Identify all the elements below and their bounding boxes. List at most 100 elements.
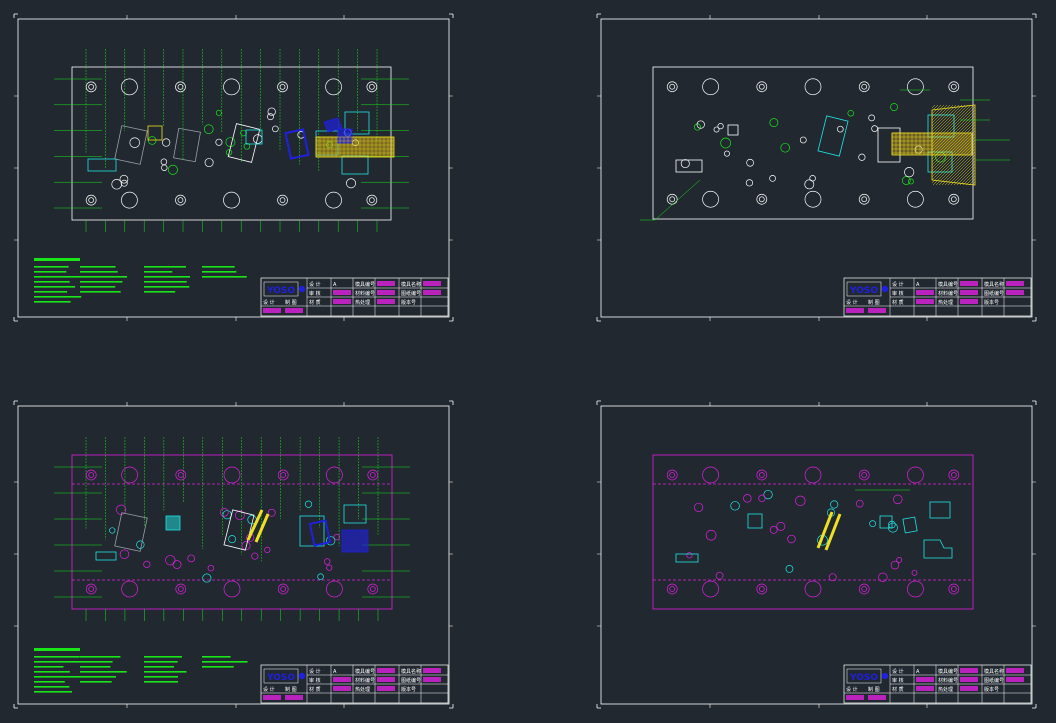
small-hole <box>743 494 752 503</box>
sheet-2-title-block[interactable]: YOSO设 计 A 模具编号 模具名称审 核材料编号 图纸编号设 计制 图材 质热处理版… <box>843 277 1032 317</box>
large-hole <box>804 580 822 598</box>
bolt-hole-inner <box>861 83 868 90</box>
bolt-hole <box>666 583 678 595</box>
sheet-4-title-block[interactable]: YOSO设 计 A 模具编号 模具名称审 核材料编号 图纸编号设 计制 图材 质热处理版… <box>843 664 1032 704</box>
sheet-4-border <box>596 400 1037 709</box>
sheet-3-border <box>13 400 454 709</box>
note-line <box>144 681 179 683</box>
small-hole <box>267 508 276 517</box>
title-cell: 设 计 <box>846 299 858 306</box>
bolt-hole <box>756 469 768 481</box>
bolt-hole-inner <box>861 586 868 592</box>
sheet-3-title-block[interactable]: YOSO设 计 A 模具编号 模具名称审 核材料编号 图纸编号设 计制 图材 质热处理版… <box>260 664 449 704</box>
large-hole <box>702 580 719 598</box>
note-line <box>34 676 81 678</box>
bolt-hole-inner <box>758 472 765 478</box>
drawing-sheet-4[interactable]: YOSO设 计 A 模具编号 模具名称审 核材料编号 图纸编号设 计制 图材 质热处理版… <box>596 400 1037 709</box>
sheet-3-dimension-lines <box>54 437 410 621</box>
small-hole <box>694 502 704 512</box>
bolt-hole <box>858 583 870 595</box>
sheet-3-plate-outline[interactable] <box>71 454 393 610</box>
small-hole <box>241 541 251 551</box>
sheet-1-plate-outline[interactable] <box>71 66 392 221</box>
sheet-4-inserts <box>675 489 953 563</box>
small-hole <box>243 142 251 150</box>
sheet-1-title-block[interactable]: YOSO设 计 A 模具编号 模具名称审 核材料编号 图纸编号设 计制 图材 质热处理版… <box>260 277 449 317</box>
large-hole <box>325 78 342 96</box>
small-hole <box>219 507 229 517</box>
title-cell: A <box>333 282 337 288</box>
title-cell: 热处理 <box>938 299 953 306</box>
small-hole <box>304 500 313 508</box>
bolt-hole <box>85 583 97 595</box>
small-hole <box>207 564 215 572</box>
small-hole <box>161 164 168 171</box>
bolt-hole-inner <box>669 586 676 592</box>
small-hole <box>847 109 854 117</box>
drawing-sheet-3[interactable]: YOSO设 计 A 模具编号 模具名称审 核材料编号 图纸编号设 计制 图材 质热处理版… <box>13 400 454 709</box>
note-line <box>202 276 247 278</box>
note-line <box>34 671 70 673</box>
sheet-2-holes <box>666 78 960 208</box>
title-cell: 审 核 <box>892 290 904 297</box>
sheet-1-holes <box>85 78 378 209</box>
small-hole <box>143 560 151 568</box>
small-hole <box>730 501 740 511</box>
bolt-hole <box>277 469 289 481</box>
drawing-sheet-1[interactable]: YOSO设 计 A 模具编号 模具名称审 核材料编号 图纸编号设 计制 图材 质热处理版… <box>13 13 454 322</box>
title-cell: 设 计 <box>309 281 321 288</box>
large-hole <box>121 466 138 484</box>
company-logo: YOSO <box>266 286 295 296</box>
small-hole <box>908 178 914 185</box>
note-line <box>144 271 173 273</box>
sheet-2-plate-outline[interactable] <box>652 66 974 220</box>
note-line <box>34 666 64 668</box>
note-line <box>202 661 248 663</box>
title-cell: 模具编号 <box>938 668 958 675</box>
bolt-hole-inner <box>861 196 868 203</box>
small-hole <box>147 136 157 145</box>
bolt-hole <box>366 194 378 206</box>
small-hole <box>799 136 807 144</box>
title-cell: 材 质 <box>309 686 321 693</box>
title-cell: 热处理 <box>355 686 370 693</box>
small-hole <box>724 150 730 157</box>
small-hole <box>795 495 806 507</box>
sheet-3-inserts <box>95 504 369 561</box>
title-cell: 版本号 <box>401 686 416 693</box>
small-hole <box>317 573 324 580</box>
small-hole <box>215 109 222 116</box>
bolt-hole-inner <box>369 197 375 203</box>
title-cell: 模具编号 <box>355 281 375 288</box>
title-cell: 材料编号 <box>355 290 375 297</box>
small-hole <box>272 125 279 133</box>
note-line <box>202 271 237 273</box>
small-hole <box>346 178 357 189</box>
bolt-hole-inner <box>280 472 287 478</box>
title-cell: 版本号 <box>984 299 999 306</box>
small-hole <box>855 499 864 508</box>
sheet-1-dimension-lines <box>54 49 409 232</box>
bolt-hole <box>948 81 960 93</box>
sheet-2-insert-hatch <box>891 104 976 186</box>
title-cell: 图纸编号 <box>401 290 421 297</box>
large-hole <box>223 466 241 484</box>
title-cell: 材 质 <box>309 299 321 306</box>
large-hole <box>121 78 138 96</box>
small-hole <box>785 565 794 573</box>
title-cell: 材料编号 <box>938 677 958 684</box>
small-hole <box>167 164 178 175</box>
sheet-4-plate-outline[interactable] <box>652 454 974 610</box>
note-line <box>202 666 234 668</box>
small-hole <box>868 114 876 122</box>
bolt-hole <box>175 469 187 481</box>
small-hole <box>893 494 903 505</box>
large-hole <box>907 78 924 96</box>
drawing-sheet-2[interactable]: YOSO设 计 A 模具编号 模具名称审 核材料编号 图纸编号设 计制 图材 质热处理版… <box>596 13 1037 322</box>
bolt-hole <box>366 81 378 93</box>
title-cell: 模具名称 <box>401 668 421 675</box>
bolt-hole <box>666 81 678 93</box>
note-line <box>34 271 67 273</box>
small-hole <box>769 525 778 534</box>
